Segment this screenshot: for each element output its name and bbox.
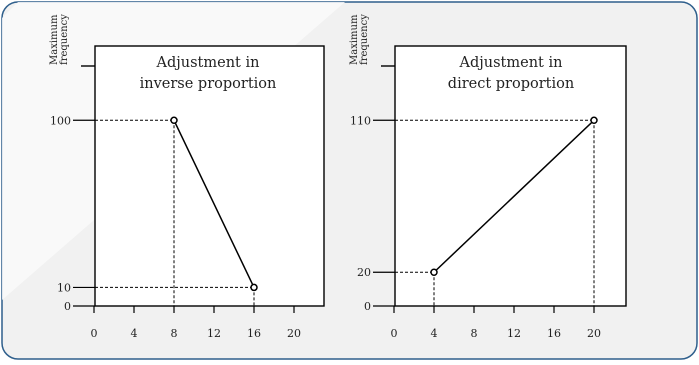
chart-direct-xtick-label: 4 bbox=[431, 327, 438, 340]
chart-inverse-plot-frame bbox=[94, 45, 325, 307]
chart-direct-xtick-label: 16 bbox=[547, 327, 561, 340]
chart-direct-xtick-label: 12 bbox=[507, 327, 521, 340]
chart-direct-xtick-label: 0 bbox=[391, 327, 398, 340]
chart-direct-title-line2: direct proportion bbox=[448, 76, 574, 92]
chart-inverse-xtick-label: 16 bbox=[247, 327, 261, 340]
chart-inverse-xtick-label: 20 bbox=[287, 327, 301, 340]
chart-inverse-xtick-label: 4 bbox=[131, 327, 138, 340]
chart-inverse-ytick-label: 10 bbox=[57, 281, 71, 294]
chart-inverse-title-line2: inverse proportion bbox=[140, 76, 277, 92]
chart-inverse-data-point bbox=[170, 116, 178, 125]
chart-inverse-data-point bbox=[250, 283, 258, 292]
chart-direct-xtick-label: 20 bbox=[587, 327, 601, 340]
chart-inverse-xtick-label: 8 bbox=[171, 327, 178, 340]
chart-direct-plot-frame bbox=[394, 45, 627, 307]
chart-inverse-xtick-label: 12 bbox=[207, 327, 221, 340]
chart-inverse-ylabel-line2: frequency bbox=[59, 14, 70, 65]
chart-direct-ylabel-line2: frequency bbox=[359, 14, 370, 65]
chart-inverse-ylabel-line1: Maximum bbox=[49, 14, 60, 65]
chart-direct-title-line1: Adjustment in bbox=[459, 55, 563, 71]
chart-inverse-series-line bbox=[173, 119, 255, 288]
chart-direct-xtick-label: 8 bbox=[471, 327, 478, 340]
chart-inverse-ytick-label: 100 bbox=[50, 114, 71, 127]
chart-direct-ytick-label: 20 bbox=[357, 266, 371, 279]
chart-direct-proportion: Maximum frequency Adjustment in direct p… bbox=[349, 14, 627, 340]
chart-direct-data-point bbox=[590, 116, 598, 125]
chart-inverse-xtick-label: 0 bbox=[91, 327, 98, 340]
chart-direct-series-line bbox=[433, 119, 595, 273]
chart-direct-ytick-label: 0 bbox=[364, 300, 371, 313]
chart-direct-ytick-label: 110 bbox=[350, 114, 371, 127]
chart-inverse-title-line1: Adjustment in bbox=[156, 55, 260, 71]
chart-inverse-ytick-label: 0 bbox=[64, 300, 71, 313]
chart-inverse-proportion: Maximum frequency Adjustment in inverse … bbox=[49, 14, 325, 340]
chart-direct-data-point bbox=[430, 268, 438, 276]
chart-direct-ylabel-line1: Maximum bbox=[349, 14, 360, 65]
